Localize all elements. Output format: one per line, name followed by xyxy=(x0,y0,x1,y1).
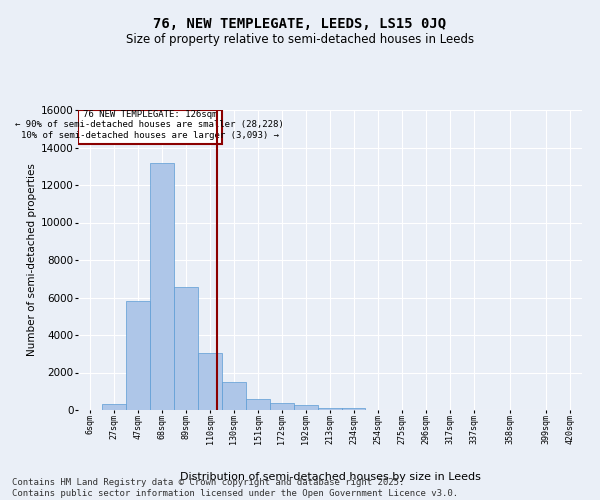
Text: 76 NEW TEMPLEGATE: 126sqm: 76 NEW TEMPLEGATE: 126sqm xyxy=(83,110,217,119)
Bar xyxy=(271,404,293,410)
Bar xyxy=(221,382,246,410)
Bar xyxy=(318,408,342,410)
Bar xyxy=(125,301,150,410)
Bar xyxy=(293,406,318,410)
Bar xyxy=(199,353,221,410)
Bar xyxy=(174,287,199,410)
Text: Contains HM Land Registry data © Crown copyright and database right 2025.
Contai: Contains HM Land Registry data © Crown c… xyxy=(12,478,458,498)
Bar xyxy=(78,110,221,144)
Bar xyxy=(246,399,271,410)
Text: 10% of semi-detached houses are larger (3,093) →: 10% of semi-detached houses are larger (… xyxy=(21,132,279,140)
Y-axis label: Number of semi-detached properties: Number of semi-detached properties xyxy=(27,164,37,356)
Text: ← 90% of semi-detached houses are smaller (28,228): ← 90% of semi-detached houses are smalle… xyxy=(16,120,284,129)
X-axis label: Distribution of semi-detached houses by size in Leeds: Distribution of semi-detached houses by … xyxy=(179,472,481,482)
Text: 76, NEW TEMPLEGATE, LEEDS, LS15 0JQ: 76, NEW TEMPLEGATE, LEEDS, LS15 0JQ xyxy=(154,18,446,32)
Bar xyxy=(103,404,125,410)
Bar xyxy=(342,408,365,410)
Text: Size of property relative to semi-detached houses in Leeds: Size of property relative to semi-detach… xyxy=(126,32,474,46)
Bar xyxy=(150,162,174,410)
